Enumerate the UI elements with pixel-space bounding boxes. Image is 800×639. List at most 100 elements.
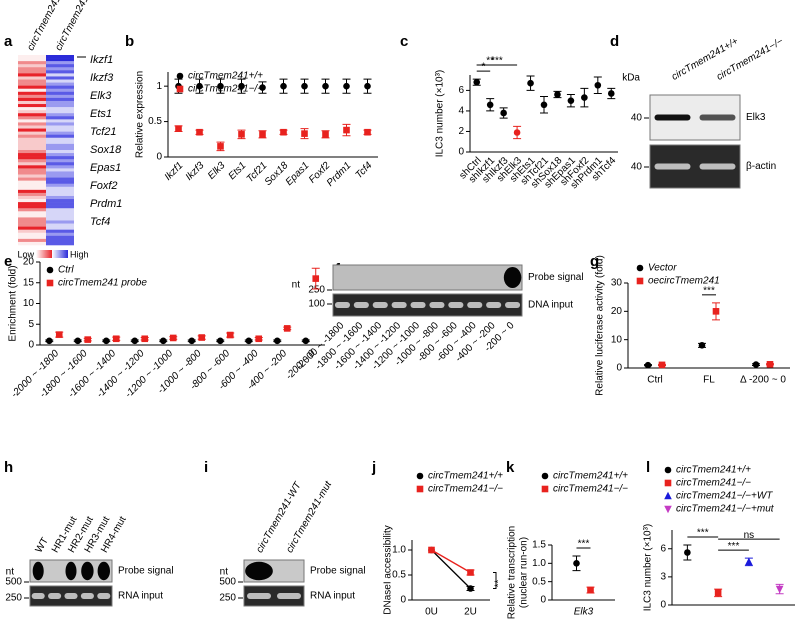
y-tick-label: 10 — [23, 298, 35, 309]
panel-letter: j — [371, 459, 376, 476]
legend-marker — [636, 264, 644, 272]
y-tick-label: 15 — [23, 277, 35, 288]
heatmap-cell — [46, 122, 74, 126]
heatmap-cell — [18, 165, 46, 169]
heatmap-cell — [46, 238, 74, 243]
heatmap-cell — [18, 134, 46, 139]
x-tick-label: 2U — [464, 607, 477, 618]
data-point — [217, 82, 224, 90]
heatmap-cell — [18, 150, 46, 154]
series-line — [431, 549, 471, 589]
heatmap-cell — [18, 174, 46, 178]
heatmap-cell — [46, 100, 74, 105]
panel-letter: k — [506, 459, 515, 476]
marker-label: 500 — [5, 577, 22, 588]
x-tick-label: Elk3 — [574, 607, 594, 618]
heatmap-cell — [18, 64, 46, 68]
heatmap-cell — [18, 97, 46, 102]
heatmap-cell — [18, 159, 46, 163]
x-tick-label: Elk3 — [206, 160, 228, 182]
heatmap-cell — [18, 113, 46, 117]
legend-low: Low — [17, 249, 34, 259]
y-tick-label: 2 — [458, 126, 464, 137]
heatmap-cell — [18, 168, 46, 172]
y-tick-label: 20 — [23, 257, 35, 268]
data-point — [473, 78, 481, 86]
blot-band — [504, 302, 521, 308]
heatmap-cell — [18, 128, 46, 132]
legend-label: circTmem241+/+ — [553, 471, 628, 482]
heatmap-cell — [18, 171, 46, 175]
blot-band — [654, 114, 691, 121]
legend-marker — [46, 279, 54, 287]
unit-label: nt — [292, 280, 301, 291]
heatmap-cell — [46, 180, 74, 185]
data-point — [169, 334, 177, 342]
heatmap-cell — [46, 211, 74, 215]
column-label: circTmem241−/− — [53, 0, 98, 53]
heatmap-cell — [46, 85, 74, 90]
heatmap-cell — [46, 134, 74, 139]
y-tick-label: 6 — [660, 543, 666, 554]
panel-letter: h — [4, 459, 13, 476]
heatmap-cell — [18, 122, 46, 126]
data-point — [587, 586, 594, 594]
y-tick-label: 1.0 — [392, 545, 406, 556]
data-point — [658, 361, 666, 369]
y-tick-label: 4 — [458, 106, 464, 117]
data-point — [581, 94, 588, 101]
blot-band — [699, 163, 736, 170]
data-point — [766, 361, 774, 368]
heatmap-cell — [46, 208, 74, 212]
heatmap-cell — [18, 153, 46, 157]
marker-label: 100 — [308, 299, 325, 310]
legend-label: Vector — [648, 263, 677, 274]
heatmap-cell — [46, 131, 74, 135]
panel-letter: c — [400, 33, 408, 50]
heatmap-cell — [46, 217, 74, 221]
blot-band — [80, 593, 94, 599]
legend-marker — [416, 485, 424, 493]
legend-label: circTmem241−/−+WT — [676, 491, 773, 502]
heatmap-cell — [18, 58, 46, 62]
y-tick-label: 0 — [540, 595, 546, 606]
heatmap-cell — [46, 73, 74, 77]
y-tick-label: 20 — [611, 306, 623, 317]
blot-band — [31, 593, 45, 599]
blot-band — [48, 593, 62, 599]
heatmap-cell — [18, 226, 46, 230]
heatmap-cell — [46, 110, 74, 114]
heatmap-cell — [46, 55, 74, 59]
heatmap-cell — [18, 241, 46, 246]
blot-band — [467, 302, 483, 308]
heatmap-cell — [18, 229, 46, 234]
y-tick-label: 1.5 — [532, 540, 546, 551]
data-point — [322, 131, 329, 138]
data-point — [255, 335, 263, 343]
data-point — [554, 91, 561, 98]
data-point — [513, 129, 521, 136]
legend-label: circTmem241+/+ — [428, 471, 503, 482]
heatmap-cell — [18, 195, 46, 200]
significance-label: *** — [703, 285, 715, 296]
heatmap-cell — [46, 235, 74, 240]
heatmap-cell — [46, 183, 74, 188]
data-point — [343, 126, 350, 134]
data-point — [745, 557, 753, 566]
heatmap-cell — [46, 113, 74, 117]
heatmap-cell — [46, 223, 74, 227]
data-point — [301, 130, 308, 137]
heatmap-cell — [18, 232, 46, 237]
heatmap-cell — [18, 146, 46, 151]
data-point — [259, 131, 266, 138]
legend-marker — [416, 472, 424, 480]
heatmap-cell — [18, 88, 46, 93]
data-point — [428, 546, 435, 554]
data-point — [112, 335, 120, 343]
data-point — [280, 128, 287, 136]
heatmap-cell — [18, 214, 46, 218]
data-point — [364, 128, 371, 136]
heatmap-cell — [46, 64, 74, 68]
data-point — [752, 361, 760, 368]
data-point — [775, 585, 784, 594]
